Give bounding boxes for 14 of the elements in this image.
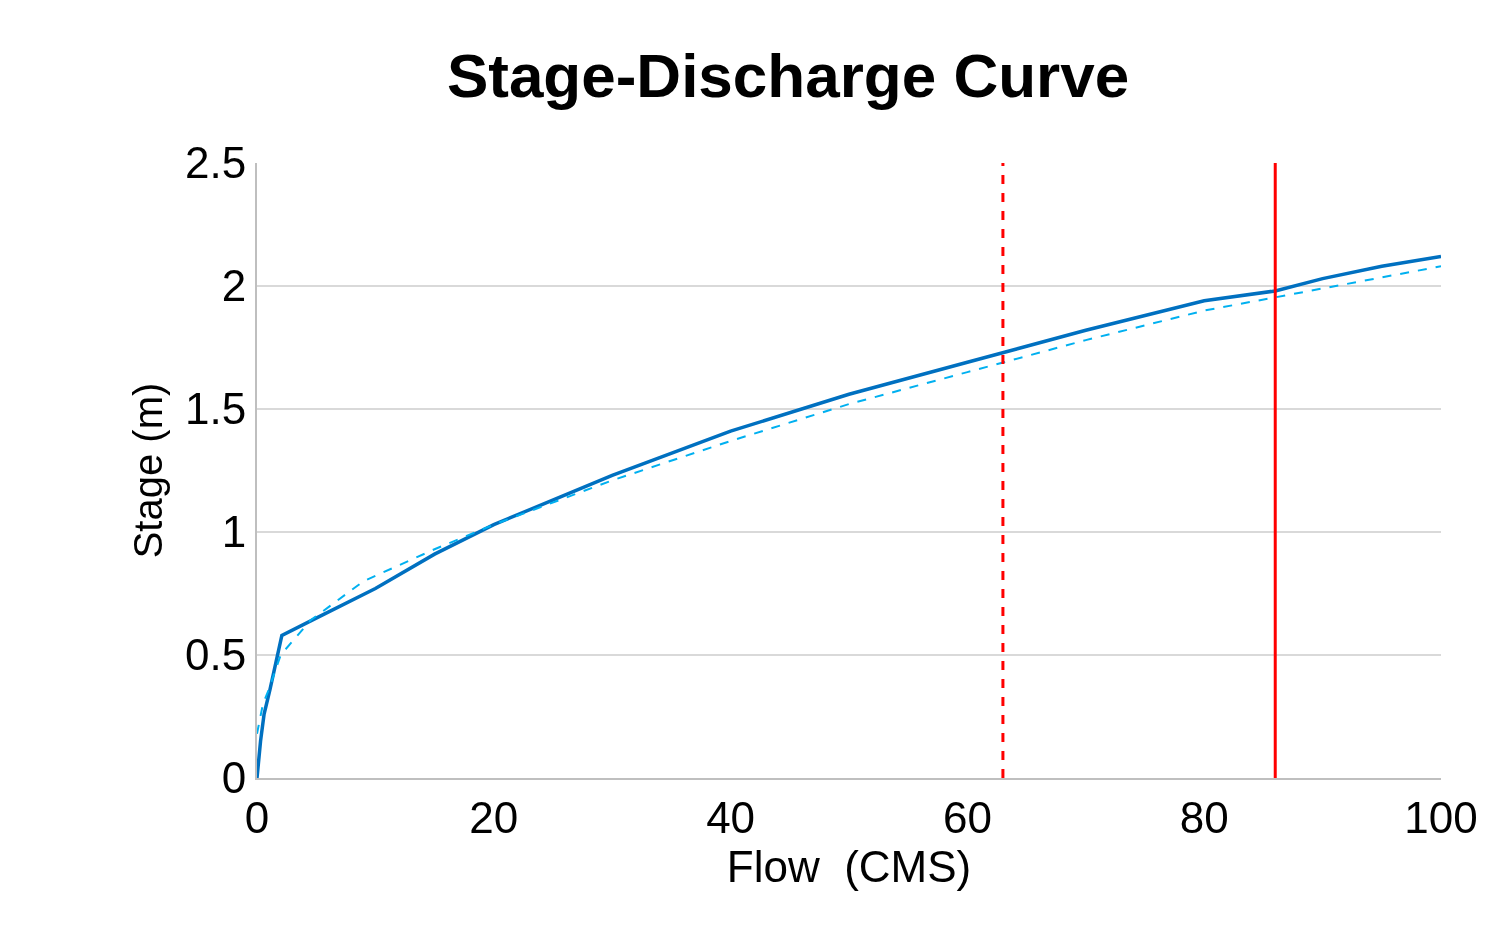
y-axis-title: Stage (m) xyxy=(126,382,171,559)
x-tick-label: 100 xyxy=(1404,792,1478,842)
y-tick-label: 0 xyxy=(221,753,247,803)
x-axis-title: Flow (CMS) xyxy=(726,841,972,891)
y-tick-label: 0.5 xyxy=(185,630,247,680)
x-tick-label: 80 xyxy=(1179,792,1229,842)
chart-title: Stage-Discharge Curve xyxy=(446,40,1130,110)
y-tick-label: 2.5 xyxy=(185,138,247,188)
y-tick-label: 1.5 xyxy=(185,384,247,434)
x-tick-label: 60 xyxy=(942,792,992,842)
y-tick-label: 2 xyxy=(221,261,247,311)
x-tick-label: 20 xyxy=(469,792,519,842)
x-tick-label: 40 xyxy=(706,792,756,842)
y-tick-label: 1 xyxy=(221,507,247,557)
